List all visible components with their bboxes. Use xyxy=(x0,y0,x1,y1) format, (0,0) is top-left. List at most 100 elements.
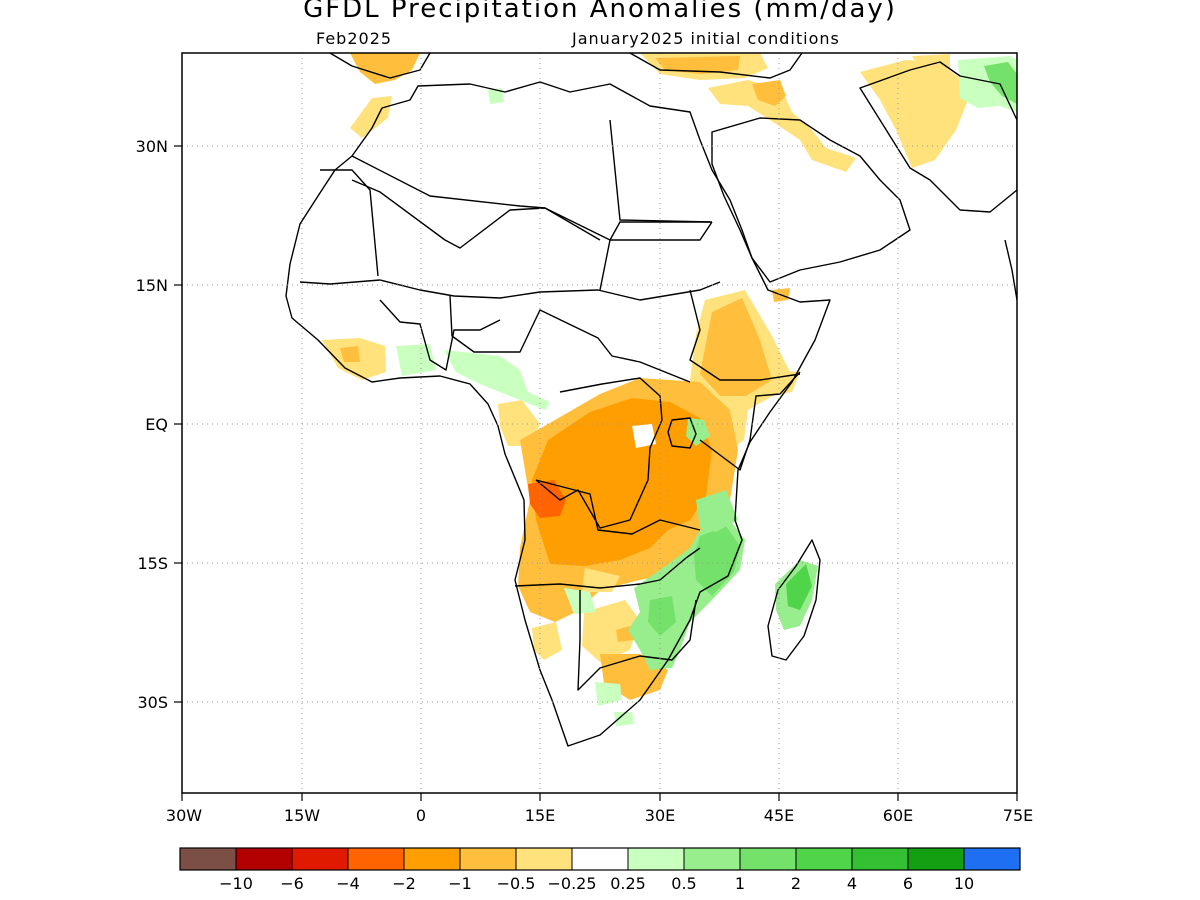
colorbar-label: 0.25 xyxy=(610,874,646,893)
y-tick-label: 15N xyxy=(136,276,168,295)
anomaly-patch xyxy=(532,398,712,566)
angola-border xyxy=(535,479,701,535)
y-tick-label: EQ xyxy=(145,415,168,434)
anomaly-patch xyxy=(582,568,620,592)
colorbar-swatch xyxy=(291,847,349,871)
anomaly-patch xyxy=(595,682,622,706)
colorbar-label: −2 xyxy=(392,874,416,893)
anomaly-patch xyxy=(444,350,550,410)
anomaly-patch xyxy=(632,424,656,448)
anomaly-patch xyxy=(614,712,634,726)
anomaly-patch xyxy=(350,53,420,84)
anomaly-patch xyxy=(396,344,436,376)
colorbar-swatches xyxy=(179,847,1021,871)
anomaly-patch xyxy=(984,62,1017,104)
anomaly-patch xyxy=(912,54,950,70)
anomaly-patch xyxy=(528,480,566,518)
colorbar-label: −0.5 xyxy=(497,874,536,893)
initial-conditions-label: January2025 initial conditions xyxy=(572,29,840,48)
x-tick-label: 0 xyxy=(416,806,426,825)
forecast-month: Feb2025 xyxy=(316,29,393,48)
central-border xyxy=(449,295,691,383)
colorbar-label: 0.5 xyxy=(671,874,696,893)
colorbar-swatch xyxy=(515,847,573,871)
map-title: GFDL Precipitation Anomalies (mm/day) xyxy=(303,0,897,24)
turkey-coastline xyxy=(629,53,803,79)
colorbar-label: −1 xyxy=(448,874,472,893)
colorbar-label: 4 xyxy=(847,874,857,893)
colorbar-label: 10 xyxy=(954,874,974,893)
anomaly-patch xyxy=(648,596,676,636)
grid-lines xyxy=(182,53,1017,793)
westafrica-border xyxy=(379,299,501,371)
colorbar-swatch xyxy=(459,847,517,871)
colorbar-label: −6 xyxy=(280,874,304,893)
anomaly-patch xyxy=(532,622,562,660)
colorbar-swatch xyxy=(683,847,741,871)
anomaly-patch xyxy=(696,490,738,532)
southern-border-2 xyxy=(577,590,697,691)
southern-border xyxy=(514,547,701,589)
congo-border xyxy=(535,377,663,529)
east-border xyxy=(699,371,801,471)
anomaly-patch xyxy=(700,298,772,396)
x-axis-labels: 30W 15W 0 15E 30E 45E 60E 75E xyxy=(166,806,1033,825)
anomaly-patch xyxy=(860,60,968,168)
colorbar-label: 6 xyxy=(903,874,913,893)
coastlines-and-borders xyxy=(285,53,1017,747)
colorbar-swatch xyxy=(179,847,237,871)
colorbar-label: −10 xyxy=(219,874,253,893)
anomaly-patch xyxy=(488,88,504,104)
axis-ticks xyxy=(174,145,1018,801)
horn-border xyxy=(689,289,801,381)
africa-coastline xyxy=(285,81,831,747)
colorbar-swatch xyxy=(347,847,405,871)
colorbar-swatch xyxy=(235,847,293,871)
colorbar-label: −0.25 xyxy=(547,874,596,893)
india-coastline xyxy=(1004,239,1017,301)
sudan-border xyxy=(599,221,713,291)
arabia-coastline xyxy=(711,117,911,283)
colorbar-labels: −10 −6 −4 −2 −1 −0.5 −0.25 0.25 0.5 1 2 4 6 10 xyxy=(219,874,974,893)
colorbar: −10 −6 −4 −2 −1 −0.5 −0.25 0.25 0.5 1 2 4 6 10 xyxy=(179,847,1021,893)
y-tick-label: 30S xyxy=(137,693,168,712)
anomaly-patch xyxy=(582,600,640,662)
y-tick-label: 15S xyxy=(137,554,168,573)
colorbar-swatch xyxy=(963,847,1021,871)
iberia-coastline xyxy=(329,53,431,79)
colorbar-swatch xyxy=(627,847,685,871)
colorbar-label: 1 xyxy=(735,874,745,893)
anomaly-patch xyxy=(770,370,800,396)
x-tick-label: 15E xyxy=(525,806,555,825)
y-tick-label: 30N xyxy=(136,137,168,156)
sahel-border xyxy=(299,279,721,301)
colorbar-label: 2 xyxy=(791,874,801,893)
colorbar-swatch xyxy=(851,847,909,871)
maghreb-border xyxy=(351,155,601,241)
anomaly-patch xyxy=(350,96,392,138)
anomaly-patch xyxy=(340,346,360,362)
colorbar-frame xyxy=(179,847,1021,871)
colorbar-label: −4 xyxy=(336,874,360,893)
x-tick-label: 75E xyxy=(1003,806,1033,825)
lake-victoria xyxy=(667,417,697,449)
colorbar-swatch xyxy=(571,847,629,871)
sahara-border xyxy=(351,179,710,249)
x-tick-label: 60E xyxy=(883,806,913,825)
x-tick-label: 45E xyxy=(764,806,794,825)
anomaly-patch xyxy=(708,80,856,172)
anomaly-patch xyxy=(498,400,540,446)
iran-coastline xyxy=(859,61,1017,213)
colorbar-swatch xyxy=(403,847,461,871)
mauritania-border xyxy=(320,169,379,277)
anomaly-patch xyxy=(655,56,740,74)
anomaly-patch xyxy=(694,526,740,596)
anomaly-patch xyxy=(752,80,786,106)
colorbar-swatch xyxy=(795,847,853,871)
colorbar-swatch xyxy=(739,847,797,871)
x-tick-label: 15W xyxy=(284,806,320,825)
anomaly-shading xyxy=(322,53,1017,726)
x-tick-label: 30W xyxy=(166,806,202,825)
y-axis-labels: 30N 15N EQ 15S 30S xyxy=(136,137,168,712)
